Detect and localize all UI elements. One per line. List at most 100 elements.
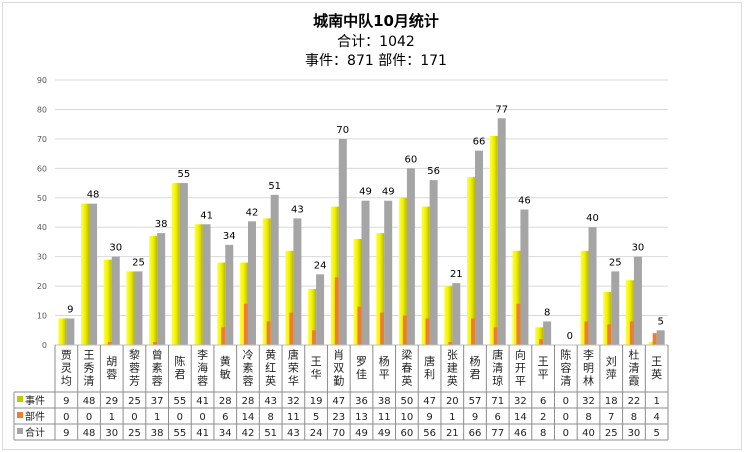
category-label-char: 佳 [356,367,367,381]
bar-total [316,274,325,345]
table-value: 42 [242,428,255,439]
data-label-total: 56 [427,166,440,177]
table-value: 10 [401,412,414,423]
bar-event [512,250,521,345]
table-value: 20 [446,396,459,407]
bar-part [516,303,521,345]
category-label-char: 君 [470,368,481,381]
chart-subtitle-total: 合计：1042 [337,34,415,50]
table-value: 0 [563,428,569,439]
category-label-char: 清 [84,375,95,388]
chart-frame [2,2,742,450]
table-value: 38 [151,428,164,439]
bar-event [625,280,634,345]
table-value: 34 [219,428,232,439]
table-value: 6 [540,396,546,407]
category-label-char: 双 [333,362,344,375]
table-value: 25 [605,428,618,439]
bar-part [357,306,362,345]
category-label-char: 杨 [470,354,481,368]
legend-key-1 [17,412,23,418]
table-value: 6 [222,412,228,423]
table-value: 47 [332,396,345,407]
bar-event [353,239,362,345]
category-label-char: 清 [492,362,503,375]
table-value: 0 [563,396,569,407]
category-label-char: 敏 [220,367,231,381]
category-label-char: 蓉 [197,375,208,388]
category-label-char: 素 [152,362,163,375]
bar-total [520,209,529,345]
category-label-char: 秀 [84,362,95,375]
category-label-char: 曾 [152,348,163,362]
bar-total [157,233,166,345]
bar-total [384,200,393,345]
table-value: 1 [109,412,115,423]
table-value: 46 [514,428,527,439]
category-label-char: 荣 [288,362,299,375]
data-label-total: 24 [314,260,327,271]
category-label-char: 华 [288,374,299,388]
table-value: 32 [514,396,527,407]
category-label-char: 唐 [492,348,503,362]
bar-total [611,271,620,345]
table-value: 48 [83,428,96,439]
y-tick-label: 40 [37,223,47,232]
y-tick-label: 80 [37,105,47,114]
bar-total [247,221,256,345]
category-label-char: 唐 [424,354,435,368]
table-value: 5 [313,412,319,423]
table-value: 14 [514,412,527,423]
data-label-total: 41 [200,210,213,221]
table-value: 7 [608,412,614,423]
category-label-char: 王 [84,349,95,362]
bar-event [580,250,589,345]
data-label-total: 25 [132,257,145,268]
table-value: 5 [653,428,659,439]
table-value: 55 [174,396,187,407]
category-label-char: 黄 [265,348,276,362]
bar-part [607,324,612,345]
bar-total [361,200,370,345]
bar-total [452,283,461,345]
bar-part [448,342,453,345]
bar-part [380,312,385,345]
legend-key-2 [17,428,23,434]
table-value: 18 [605,396,618,407]
y-tick-label: 50 [37,194,47,203]
bar-total [134,271,143,345]
bar-event [603,292,612,345]
bar-part [312,330,317,345]
category-label-char: 平 [515,375,526,388]
data-label-total: 66 [473,137,486,148]
data-label-total: 48 [87,190,100,201]
bar-event [58,318,67,345]
legend-label: 合计 [25,426,45,439]
chart-title: 城南中队10月统计 [313,12,439,30]
data-label-total: 5 [657,316,663,327]
table-value: 41 [196,396,209,407]
category-label-char: 王 [311,355,322,368]
table-value: 25 [128,428,141,439]
bar-part [266,321,271,345]
bar-event [398,197,407,345]
table-value: 36 [355,396,368,407]
table-value: 19 [310,396,323,407]
table-value: 1 [449,412,455,423]
bar-part [107,342,112,345]
category-label-char: 灵 [61,362,72,375]
category-label-char: 明 [583,362,594,375]
table-value: 0 [86,412,92,423]
bar-total [543,321,552,345]
category-label-char: 蓉 [129,362,140,375]
bar-event [262,218,271,345]
bar-total [179,183,188,345]
category-label-char: 英 [401,374,412,388]
data-label-total: 46 [518,196,531,207]
bar-event [285,250,294,345]
category-label-char: 李 [583,348,594,362]
table-value: 6 [495,412,501,423]
category-label-char: 开 [515,362,526,375]
category-label-char: 肖 [333,348,344,362]
data-label-total: 0 [567,331,573,342]
